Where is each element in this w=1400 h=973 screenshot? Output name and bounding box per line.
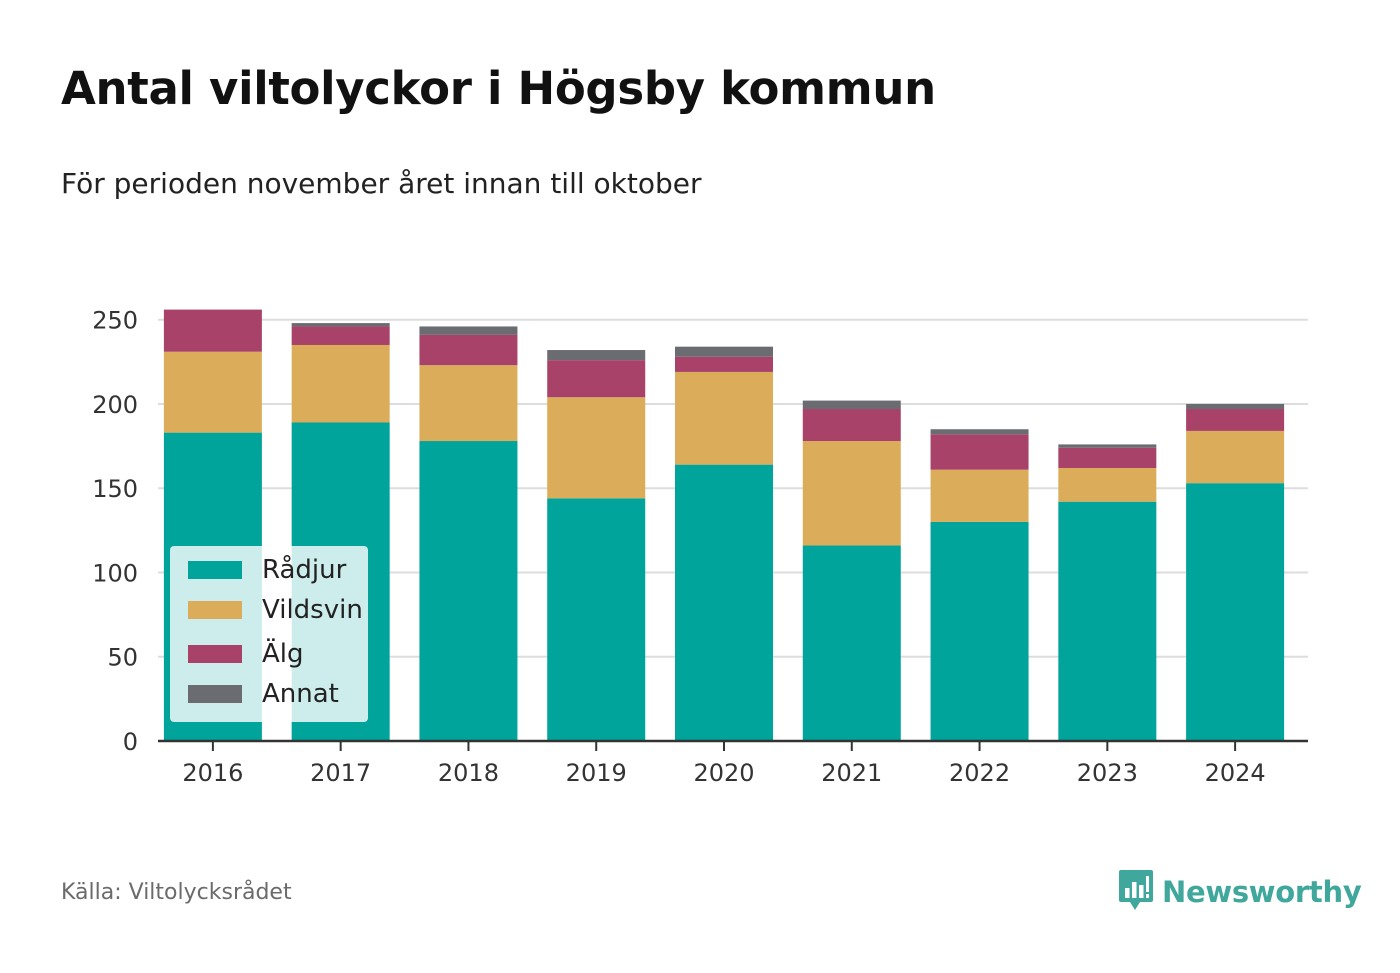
bar-2023-rådjur [1058,501,1157,741]
bar-2024-älg [1186,409,1285,431]
bar-2018-annat [419,326,518,335]
source-note: Källa: Viltolycksrådet [61,880,292,905]
x-tick-label: 2024 [1205,759,1266,787]
bar-2021-annat [802,400,901,410]
bar-2023-vildsvin [1058,468,1157,502]
bar-2019-rådjur [547,498,646,741]
chart-subtitle: För perioden november året innan till ok… [61,167,702,200]
axes: 0 50 100 150 200 250 2016 2017 2018 2019 2020 2021 2… [92,307,1308,787]
bar-2024-rådjur [1186,483,1285,741]
bar-2020-vildsvin [675,371,773,465]
bar-2024-vildsvin [1186,430,1285,484]
newsworthy-logo[interactable]: Newsworthy [1118,868,1362,916]
x-tick-label: 2020 [693,759,754,787]
x-tick-label: 2023 [1077,759,1138,787]
bar-2021-rådjur [802,545,901,741]
legend-label-radjur: Rådjur [262,555,347,585]
bar-2018-älg [419,334,518,366]
y-tick-label: 50 [107,644,138,672]
bar-2022-annat [930,429,1029,435]
legend-item-vildsvin: Vildsvin [188,590,363,630]
bar-2018-rådjur [419,441,518,741]
bar-chart-speech-bubble-icon [1118,868,1154,916]
legend-label-vildsvin: Vildsvin [262,595,363,625]
bar-2019-vildsvin [547,397,646,499]
x-tick-label: 2019 [566,759,627,787]
bar-2020-älg [675,356,773,372]
bar-2019-älg [547,360,646,398]
bar-2020-annat [675,346,773,357]
bar-2023-älg [1058,447,1157,468]
legend-item-alg: Älg [188,634,304,674]
bar-2022-vildsvin [930,469,1029,522]
x-tick-label: 2022 [949,759,1010,787]
legend-label-annat: Annat [262,679,339,709]
bar-2024-annat [1186,403,1285,410]
bar-2016-vildsvin [163,351,262,433]
y-tick-label: 200 [92,391,138,419]
y-tick-label: 100 [92,559,138,587]
bar-2016-älg [163,309,262,352]
legend-swatch-radjur [188,561,242,579]
x-tick-label: 2021 [821,759,882,787]
y-tick-label: 150 [92,475,138,503]
bar-2017-vildsvin [291,344,390,423]
x-tick-label: 2018 [438,759,499,787]
bar-2023-annat [1058,444,1157,448]
bar-2022-rådjur [930,521,1029,741]
bar-2017-annat [291,323,390,327]
x-tick-label: 2016 [182,759,243,787]
legend-item-radjur: Rådjur [188,550,346,590]
legend-label-alg: Älg [262,639,304,669]
bar-2022-älg [930,434,1029,470]
y-tick-label: 250 [92,307,138,335]
bar-2020-rådjur [675,464,773,741]
bar-2021-vildsvin [802,441,901,546]
bar-2019-annat [547,350,646,361]
bar-2018-vildsvin [419,365,518,442]
legend-swatch-vildsvin [188,601,242,619]
legend: Rådjur Vildsvin Älg Annat [170,546,368,722]
bar-2021-älg [802,409,901,442]
legend-item-annat: Annat [188,674,339,714]
brand-name: Newsworthy [1162,875,1362,909]
legend-swatch-alg [188,645,242,663]
x-tick-label: 2017 [310,759,371,787]
y-tick-label: 0 [123,728,138,756]
legend-swatch-annat [188,685,242,703]
bar-2017-älg [291,326,390,345]
chart-title: Antal viltolyckor i Högsby kommun [61,62,936,115]
